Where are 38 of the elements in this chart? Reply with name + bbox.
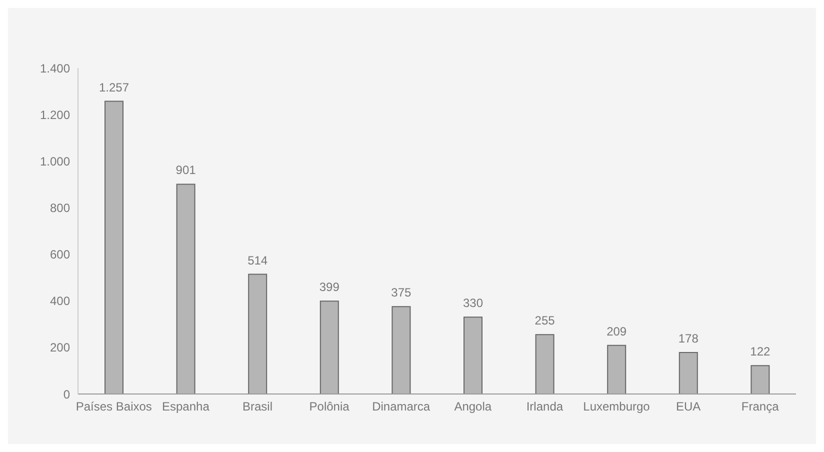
data-label: 399: [319, 280, 340, 294]
bar: [392, 306, 411, 394]
x-tick-label: Polônia: [309, 400, 350, 414]
x-tick-label: Dinamarca: [372, 400, 430, 414]
data-label: 255: [534, 314, 556, 328]
bar: [607, 344, 626, 394]
data-label: 375: [391, 286, 412, 300]
bar: [320, 300, 339, 394]
data-label: 330: [462, 296, 484, 310]
data-label: 1.257: [98, 80, 130, 94]
y-tick-label: 400: [50, 294, 70, 308]
y-tick-label: 600: [50, 248, 70, 262]
data-label: 178: [678, 332, 699, 346]
data-label: 209: [606, 324, 627, 338]
bar: [750, 365, 770, 394]
y-tick-label: 0: [63, 387, 70, 402]
y-tick-label: 1.400: [40, 61, 70, 76]
bar: [678, 352, 698, 394]
x-tick-label: EUA: [676, 400, 701, 414]
y-tick-label: 1.200: [40, 108, 70, 122]
data-label: 122: [750, 344, 771, 359]
bar: [464, 316, 482, 394]
x-tick-label: Angola: [454, 400, 492, 414]
x-tick-label: Países Baixos: [76, 400, 152, 414]
y-tick-label: 200: [50, 340, 70, 355]
bar: [535, 334, 554, 394]
bar: [248, 274, 268, 394]
bar: [104, 100, 124, 394]
y-tick-label: 800: [50, 200, 70, 215]
bar: [176, 184, 196, 394]
y-tick-label: 1.000: [40, 154, 70, 168]
data-label: 514: [248, 253, 268, 268]
x-tick-label: Espanha: [162, 400, 210, 414]
x-tick-label: Brasil: [242, 400, 273, 414]
data-label: 901: [176, 163, 196, 178]
x-tick-label: Irlanda: [526, 400, 564, 414]
x-tick-label: Luxemburgo: [583, 400, 650, 414]
x-tick-label: França: [741, 400, 780, 414]
